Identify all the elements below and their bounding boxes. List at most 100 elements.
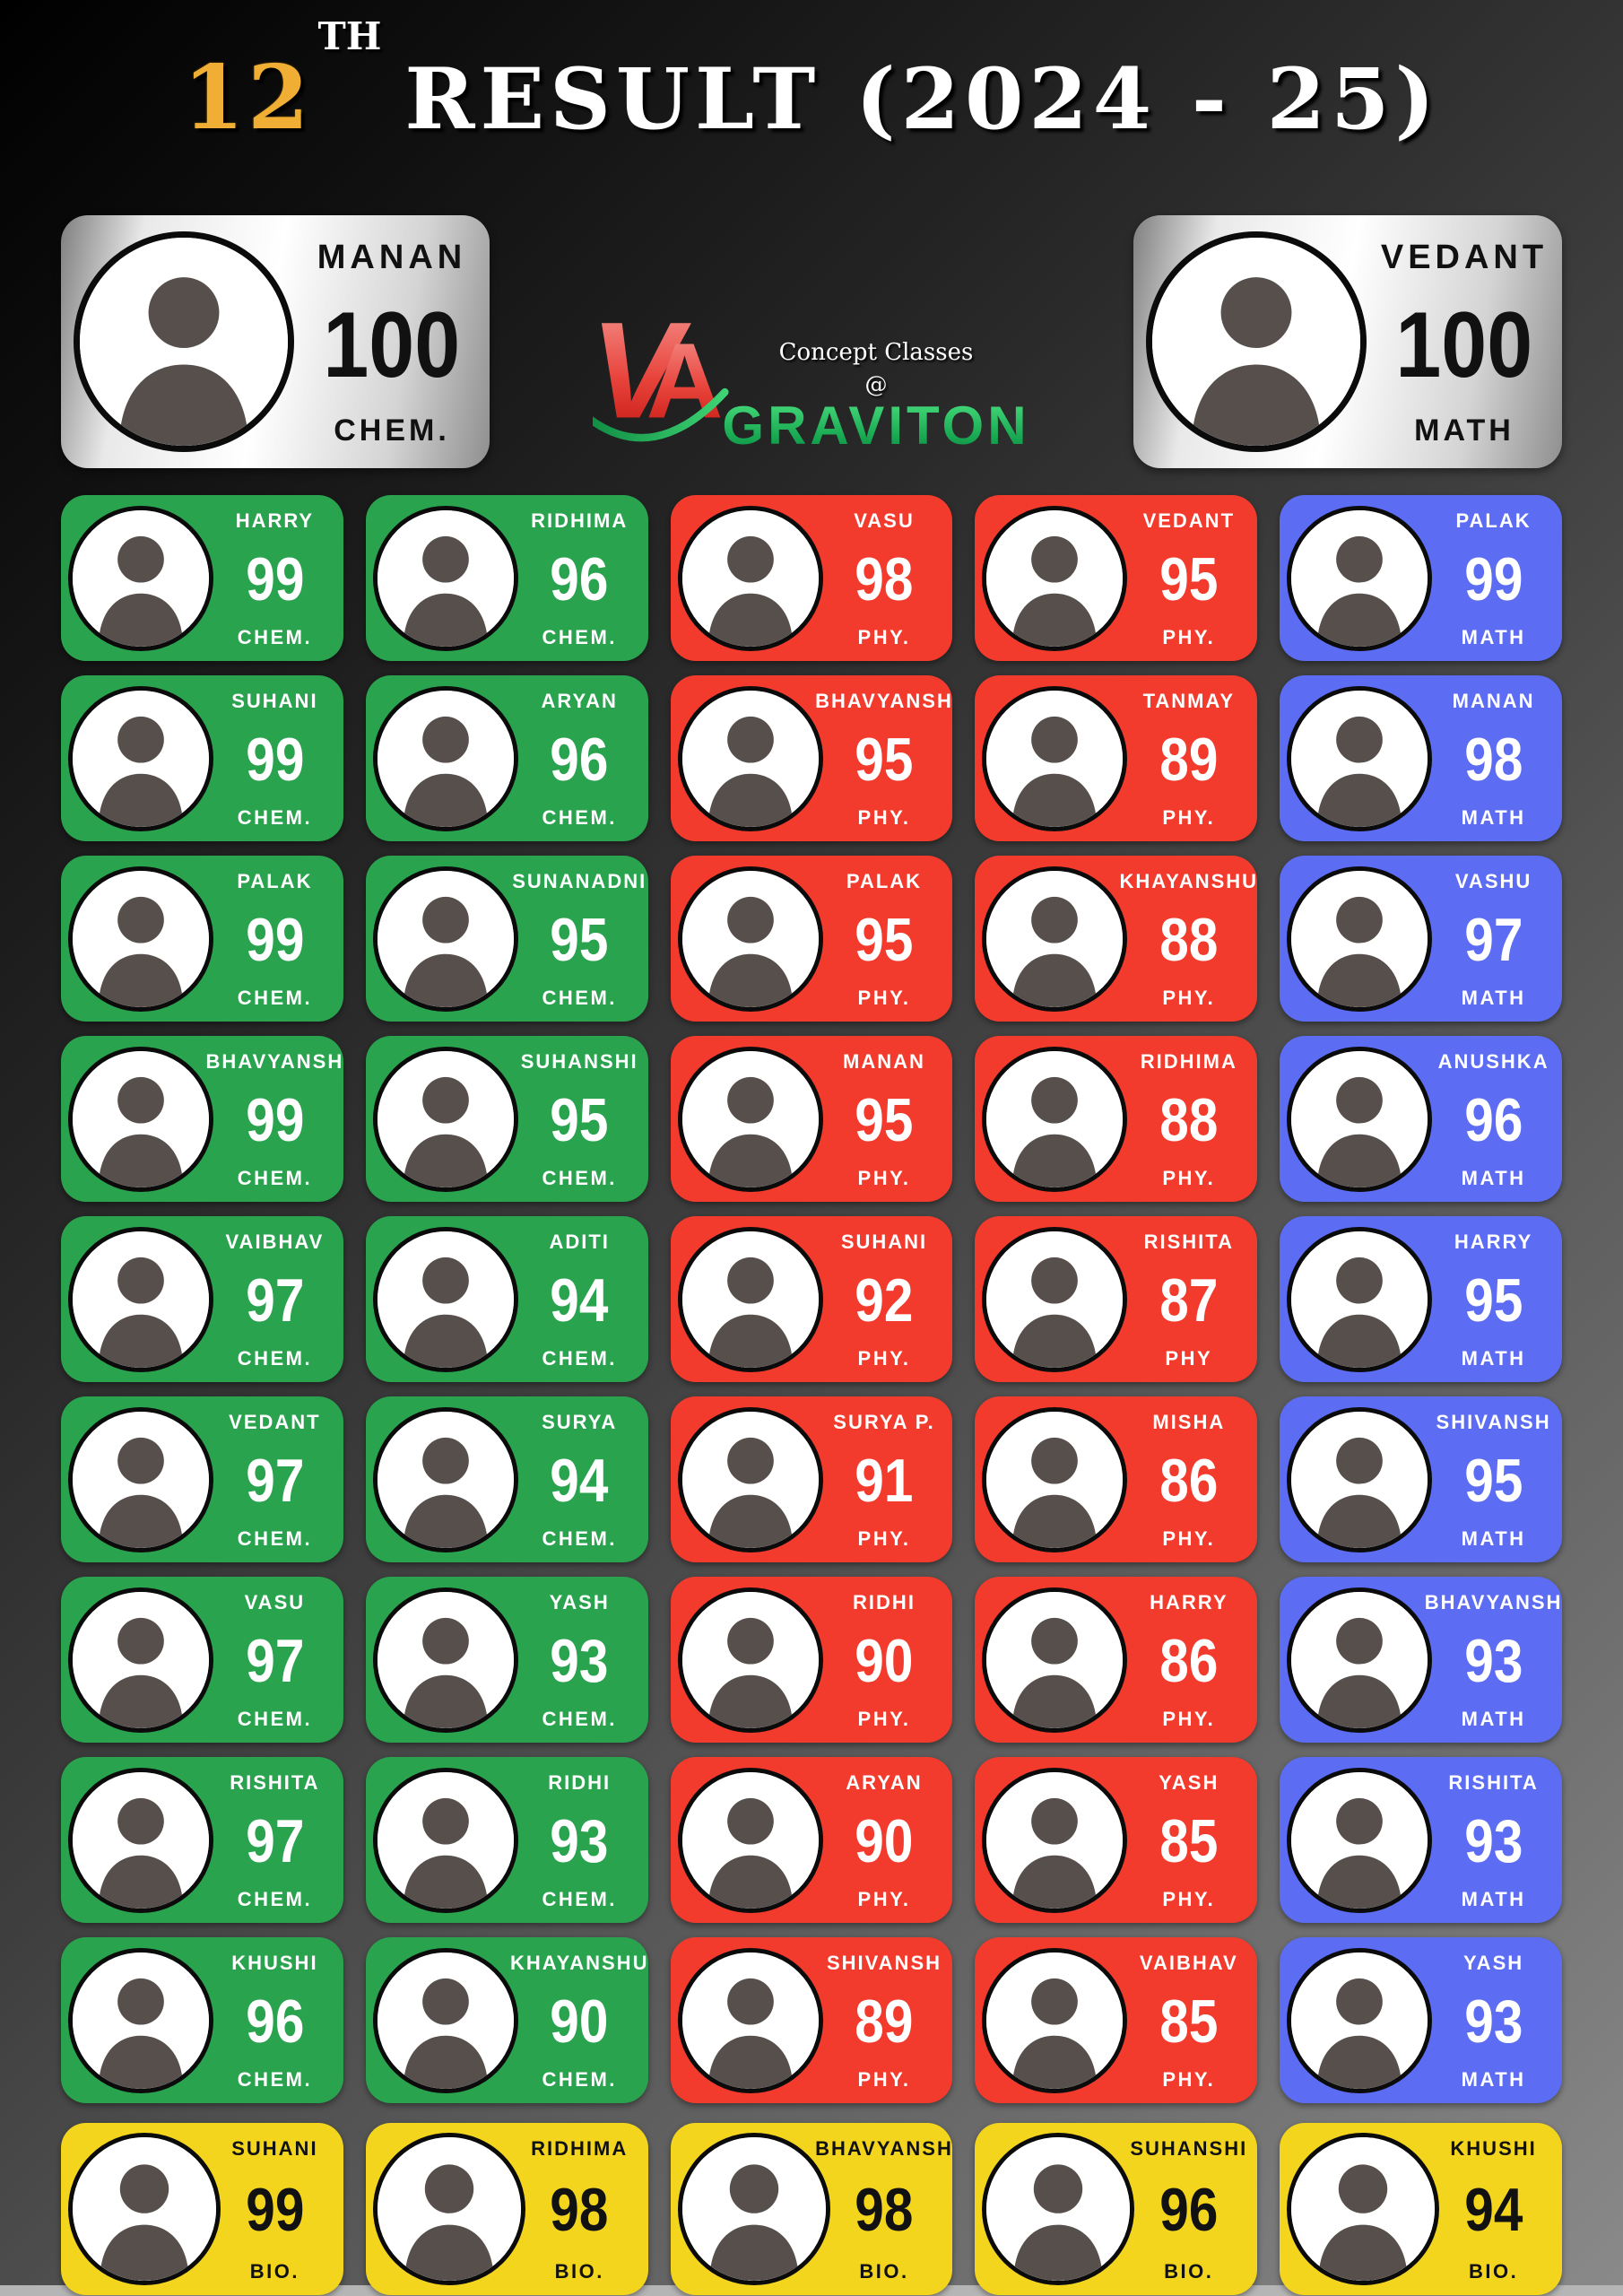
student-card: SHIVANSH 95 MATH — [1280, 1396, 1562, 1562]
person-avatar-icon — [73, 1411, 209, 1548]
student-subject: CHEM. — [237, 987, 313, 1009]
student-name: ARYAN — [541, 690, 618, 712]
student-subject: CHEM. — [542, 806, 617, 829]
student-name: RIDHIMA — [531, 2137, 629, 2160]
student-subject: MATH — [1461, 987, 1526, 1009]
student-subject: CHEM. — [237, 1347, 313, 1370]
student-score: 89 — [1159, 725, 1219, 794]
student-score: 96 — [1159, 2176, 1219, 2245]
student-name: ANUSHKA — [1437, 1050, 1549, 1073]
student-card: SURYA P. 91 PHY. — [670, 1396, 953, 1562]
student-score: 97 — [245, 1446, 304, 1515]
student-photo — [372, 1587, 518, 1733]
student-photo — [677, 505, 823, 651]
svg-text:V: V — [593, 294, 691, 448]
person-avatar-icon — [681, 509, 819, 647]
student-photo — [372, 1947, 518, 2093]
student-subject: PHY. — [1162, 626, 1216, 648]
student-score: 99 — [245, 725, 304, 794]
student-photo — [1287, 505, 1433, 651]
person-avatar-icon — [1291, 1050, 1428, 1187]
student-subject: PHY. — [857, 1888, 911, 1910]
student-subject: PHY. — [1162, 806, 1216, 829]
student-name: YASH — [1159, 1771, 1219, 1794]
person-avatar-icon — [377, 690, 514, 827]
student-subject: MATH — [1461, 626, 1526, 648]
student-name: RIDHI — [853, 1591, 916, 1613]
student-photo — [677, 1947, 823, 2093]
student-score: 97 — [245, 1265, 304, 1335]
student-subject: CHEM. — [237, 2068, 313, 2091]
student-photo — [372, 1226, 518, 1372]
student-photo — [1287, 1947, 1433, 2093]
student-score: 95 — [1159, 544, 1219, 613]
student-card: HARRY 86 PHY. — [975, 1577, 1258, 1743]
student-name: RIDHIMA — [1140, 1050, 1237, 1073]
student-subject: MATH — [1461, 2068, 1526, 2091]
student-name: VASU — [244, 1591, 306, 1613]
student-card: PALAK 99 CHEM. — [61, 856, 343, 1022]
student-card: VASHU 97 MATH — [1280, 856, 1562, 1022]
person-avatar-icon — [377, 1411, 514, 1548]
student-score: 86 — [1159, 1446, 1219, 1515]
student-subject: MATH — [1461, 1888, 1526, 1910]
student-name: TANMAY — [1142, 690, 1236, 712]
student-card: YASH 85 PHY. — [975, 1757, 1258, 1923]
student-score: 95 — [1464, 1265, 1523, 1335]
student-score: 86 — [1159, 1626, 1219, 1695]
student-card: SURYA 94 CHEM. — [365, 1396, 648, 1562]
brand-logo: V A Concept Classes @ GRAVITON — [593, 274, 1029, 454]
student-photo — [68, 1226, 213, 1372]
student-score: 99 — [245, 544, 304, 613]
student-card: RIDHIMA 98 BIO. — [365, 2123, 648, 2295]
student-name: SHIVANSH — [826, 1952, 942, 1974]
topper-photo — [74, 231, 294, 452]
student-score: 95 — [1464, 1446, 1523, 1515]
page-title: 12TH RESULT (2024 - 25) — [0, 14, 1623, 150]
student-name: KHUSHI — [231, 1952, 318, 1974]
biology-results-row: SUHANI 99 BIO. RIDHIMA 98 BIO. BHAVY — [61, 2123, 1562, 2295]
student-subject: CHEM. — [542, 1708, 617, 1730]
student-photo — [982, 1767, 1128, 1913]
student-subject: PHY. — [1162, 2068, 1216, 2091]
student-card: KHAYANSHU 88 PHY. — [975, 856, 1258, 1022]
student-photo — [372, 1046, 518, 1192]
student-score: 98 — [550, 2176, 609, 2245]
student-card: RIDHI 93 CHEM. — [365, 1757, 648, 1923]
student-photo — [1287, 1406, 1433, 1552]
person-avatar-icon — [377, 870, 514, 1007]
topper-card-math: VEDANT 100 MATH — [1133, 215, 1562, 468]
student-subject: MATH — [1461, 1527, 1526, 1550]
student-score: 99 — [1464, 544, 1523, 613]
student-subject: BIO. — [1468, 2260, 1519, 2283]
person-avatar-icon — [377, 2137, 521, 2281]
student-subject: CHEM. — [542, 1347, 617, 1370]
student-card: SUNANADNI 95 CHEM. — [365, 856, 648, 1022]
student-photo — [1287, 1046, 1433, 1192]
student-subject: PHY. — [857, 1527, 911, 1550]
person-avatar-icon — [986, 1591, 1124, 1728]
student-name: RISHITA — [1143, 1231, 1234, 1253]
title-text: RESULT (2024 - 25) — [404, 50, 1440, 149]
student-name: PALAK — [237, 870, 313, 892]
person-avatar-icon — [1151, 238, 1360, 446]
student-card: VAIBHAV 85 PHY. — [975, 1937, 1258, 2103]
student-card: RIDHIMA 96 CHEM. — [365, 495, 648, 661]
student-card: HARRY 95 MATH — [1280, 1216, 1562, 1382]
student-subject: PHY. — [1162, 1527, 1216, 1550]
student-score: 85 — [1159, 1806, 1219, 1875]
student-card: MISHA 86 PHY. — [975, 1396, 1258, 1562]
student-subject: PHY. — [857, 626, 911, 648]
student-card: KHUSHI 94 BIO. — [1280, 2123, 1562, 2295]
student-name: SUNANADNI — [512, 870, 647, 892]
person-avatar-icon — [73, 509, 209, 647]
student-score: 98 — [1464, 725, 1523, 794]
student-card: VASU 97 CHEM. — [61, 1577, 343, 1743]
student-card: KHUSHI 96 CHEM. — [61, 1937, 343, 2103]
student-score: 87 — [1159, 1265, 1219, 1335]
student-subject: CHEM. — [237, 1527, 313, 1550]
student-score: 96 — [550, 544, 609, 613]
student-photo — [677, 1406, 823, 1552]
student-card: TANMAY 89 PHY. — [975, 675, 1258, 841]
student-photo — [677, 1226, 823, 1372]
